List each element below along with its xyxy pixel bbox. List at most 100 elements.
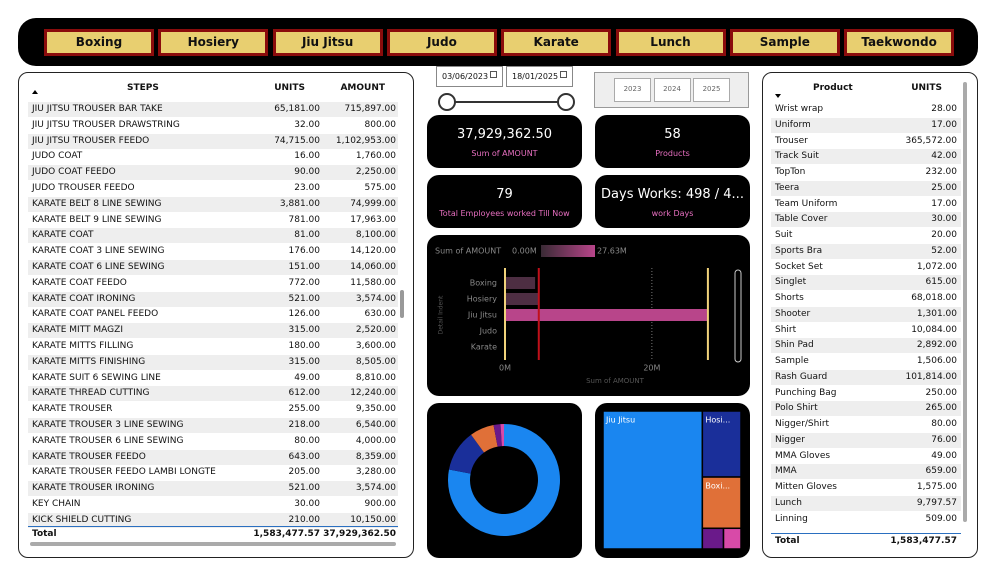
card [427, 175, 582, 228]
slider-handle[interactable] [557, 93, 575, 111]
scrollbar[interactable] [400, 290, 404, 318]
cell: KARATE COAT PANEL FEEDO [32, 309, 159, 320]
cell: Mitten Gloves [775, 482, 837, 492]
cell: 1,102,953.00 [335, 135, 396, 146]
treemap-label: Jiu Jitsu [605, 416, 635, 425]
column-header: UNITS [274, 83, 305, 93]
cell: 781.00 [288, 214, 321, 225]
year-text: 2023 [623, 85, 642, 93]
cell: 3,600.00 [355, 341, 396, 351]
date-input[interactable] [436, 66, 503, 87]
cell: Trouser [775, 135, 808, 146]
cell: 81.00 [294, 230, 320, 241]
scrollbar[interactable] [30, 542, 396, 546]
row-stripe [28, 512, 398, 528]
cell: KARATE COAT 3 LINE SEWING [32, 246, 165, 257]
treemap-cell [701, 410, 742, 478]
bar [505, 293, 539, 305]
cell: 14,060.00 [350, 262, 396, 272]
cell: 126.00 [288, 309, 321, 320]
tab[interactable]: Hosiery [158, 29, 269, 56]
row-stripe [28, 260, 398, 275]
year-button[interactable] [614, 78, 651, 102]
steps-table [18, 72, 414, 558]
tab[interactable]: Taekwondo [844, 29, 955, 56]
cell: 659.00 [925, 466, 958, 477]
date-input[interactable] [506, 66, 573, 87]
cell: Nigger/Shirt [775, 419, 830, 429]
scrollbar[interactable] [734, 269, 742, 363]
slider-handle[interactable] [438, 93, 456, 111]
treemap-cell [722, 527, 742, 550]
cell: Uniform [775, 119, 811, 130]
cell: 509.00 [925, 513, 958, 524]
cell: KARATE MITT MAGZI [32, 325, 123, 336]
donut-slice [500, 424, 504, 447]
cell: JUDO COAT FEEDO [32, 167, 116, 178]
row-stripe [28, 386, 398, 402]
cell: 800.00 [364, 119, 397, 130]
date-text: 03/06/2023 [442, 72, 489, 81]
total-cell: 1,583,477.57 [253, 529, 320, 539]
cell: TopTon [775, 167, 806, 177]
card [427, 115, 582, 168]
tab[interactable]: Lunch [615, 29, 726, 56]
row-stripe [771, 180, 961, 196]
cell: Polo Shirt [775, 403, 818, 414]
cell: JIU JITSU TROUSER FEEDO [32, 135, 150, 146]
year-text: 2024 [663, 85, 681, 93]
legend-min: 0.00M [512, 247, 537, 256]
x-axis-label: Sum of AMOUNT [586, 377, 645, 385]
cell: 80.00 [931, 419, 957, 429]
slider-track [447, 101, 567, 103]
cell: KARATE COAT [32, 230, 94, 241]
year-button[interactable] [653, 78, 691, 102]
cell: 25.00 [931, 182, 957, 193]
cell: 365,572.00 [905, 135, 957, 146]
y-tick-label: Jiu Jitsu [467, 311, 497, 320]
cell: 176.00 [288, 246, 321, 257]
cell: KARATE TROUSER IRONING [32, 483, 155, 494]
row-stripe [28, 354, 398, 370]
cell: 2,250.00 [355, 167, 396, 178]
cell: Singlet [775, 277, 807, 288]
total-cell: 37,929,362.50 [323, 529, 396, 539]
cell: 49.00 [294, 372, 320, 383]
cell: 1,072.00 [916, 261, 957, 272]
cell: 28.00 [931, 104, 957, 114]
legend-max: 27.63M [597, 247, 627, 256]
row-stripe [771, 401, 961, 417]
cell: 16.00 [294, 151, 320, 162]
row-stripe [28, 291, 398, 307]
cell: Punching Bag [775, 387, 837, 398]
cell: 643.00 [288, 451, 321, 462]
cell: JIU JITSU TROUSER DRAWSTRING [32, 119, 180, 130]
year-button[interactable] [693, 78, 730, 102]
total-cell: 1,583,477.57 [890, 536, 957, 546]
bar [505, 309, 707, 321]
cell: JIU JITSU TROUSER BAR TAKE [32, 104, 163, 114]
card [595, 115, 750, 168]
tab[interactable]: Jiu Jitsu [272, 29, 383, 56]
scrollbar[interactable] [963, 82, 967, 522]
card [595, 175, 750, 228]
donut-slice [448, 434, 485, 474]
cell: Shooter [775, 308, 811, 319]
cell: Team Uniform [775, 198, 838, 209]
tab[interactable]: Judo [386, 29, 497, 56]
tab[interactable]: Sample [729, 29, 840, 56]
cell: 30.00 [931, 214, 957, 225]
treemap-label: Boxi... [705, 482, 730, 491]
cell: 612.00 [288, 388, 321, 399]
y-axis-label: Detail Indent [438, 295, 445, 334]
cell: 900.00 [364, 499, 397, 509]
cell: 218.00 [288, 420, 321, 430]
donut-slice [493, 424, 502, 447]
row-stripe [771, 212, 961, 228]
cell: 32.00 [294, 119, 320, 130]
tab[interactable]: Boxing [44, 29, 154, 56]
tab[interactable]: Karate [501, 29, 612, 56]
treemap-cell [701, 527, 725, 550]
cell: KARATE MITTS FINISHING [32, 356, 146, 367]
